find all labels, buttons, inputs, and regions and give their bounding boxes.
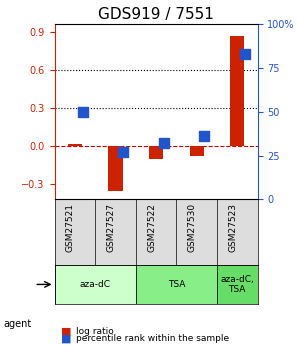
Text: GSM27530: GSM27530 bbox=[188, 203, 197, 252]
Text: GSM27522: GSM27522 bbox=[147, 203, 156, 252]
Text: percentile rank within the sample: percentile rank within the sample bbox=[76, 334, 229, 343]
Text: ■: ■ bbox=[61, 334, 71, 344]
Text: agent: agent bbox=[3, 319, 31, 328]
Point bbox=[121, 149, 126, 155]
Text: GSM27523: GSM27523 bbox=[228, 203, 237, 252]
FancyBboxPatch shape bbox=[136, 265, 217, 304]
Text: GSM27527: GSM27527 bbox=[106, 203, 115, 252]
FancyBboxPatch shape bbox=[55, 265, 136, 304]
Point bbox=[161, 141, 166, 146]
Point bbox=[80, 109, 85, 115]
Bar bbox=[108, 146, 122, 190]
Title: GDS919 / 7551: GDS919 / 7551 bbox=[98, 7, 214, 22]
Point bbox=[202, 134, 207, 139]
Bar bbox=[149, 146, 163, 159]
Text: aza-dC: aza-dC bbox=[80, 280, 111, 289]
FancyBboxPatch shape bbox=[217, 265, 258, 304]
Bar bbox=[230, 36, 244, 146]
Text: ■: ■ bbox=[61, 327, 71, 337]
Point bbox=[243, 51, 248, 57]
Text: log ratio: log ratio bbox=[76, 327, 114, 336]
Text: GSM27521: GSM27521 bbox=[66, 203, 75, 252]
Text: aza-dC,
TSA: aza-dC, TSA bbox=[220, 275, 254, 294]
Text: TSA: TSA bbox=[168, 280, 185, 289]
Bar bbox=[190, 146, 204, 156]
Bar bbox=[68, 144, 82, 146]
